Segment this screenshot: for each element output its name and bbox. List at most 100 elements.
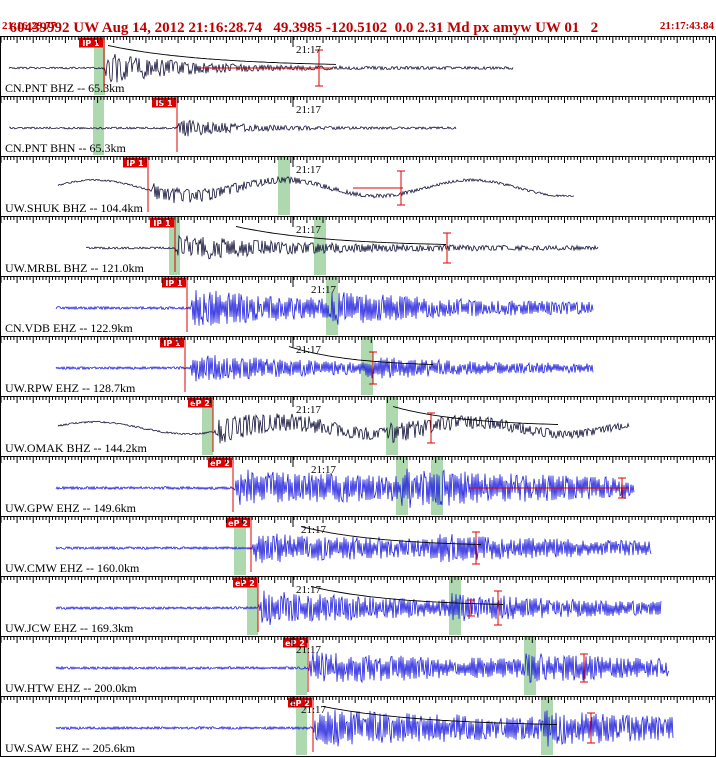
time-tick-label: 21:17 — [296, 224, 322, 236]
station-label: UW.JCW EHZ -- 169.3km — [5, 621, 134, 635]
phase-pick-flag[interactable] — [233, 577, 257, 588]
waveform-trace — [9, 119, 457, 137]
time-ruler — [1, 336, 716, 347]
amplitude-marker[interactable] — [427, 412, 435, 444]
s-window-band[interactable] — [247, 577, 258, 635]
trace-row-9[interactable]: eP 2 21:17 UW.CMW EHZ -- 160.0km — [1, 516, 716, 576]
station-label: UW.MRBL BHZ -- 121.0km — [5, 261, 144, 275]
time-tick-label: 21:17 — [296, 404, 322, 416]
trace-canvas[interactable]: eP 2 21:17 UW.JCW EHZ -- 169.3km — [1, 576, 716, 636]
time-ruler — [1, 576, 716, 587]
s-window-band[interactable] — [524, 637, 536, 695]
waveform-trace — [8, 54, 514, 83]
phase-pick-label: IP 1 — [165, 279, 183, 288]
s-window-band[interactable] — [93, 97, 104, 155]
trace-row-11[interactable]: eP 2 21:17 UW.HTW EHZ -- 200.0km — [1, 636, 716, 696]
amplitude-marker[interactable] — [315, 49, 323, 87]
trace-canvas[interactable]: eP 2 21:17 UW.GPW EHZ -- 149.6km — [1, 456, 716, 516]
waveform-trace — [55, 290, 594, 326]
trace-canvas[interactable]: IP 1 21:17 CN.PNT BHZ -- 65.3km — [1, 36, 716, 96]
trace-canvas[interactable]: IP 1 21:17 UW.MRBL BHZ -- 121.0km — [1, 216, 716, 276]
phase-pick-flag[interactable] — [79, 37, 103, 48]
trace-row-4[interactable]: IP 1 21:17 UW.MRBL BHZ -- 121.0km — [1, 216, 716, 276]
amplitude-marker[interactable] — [467, 599, 475, 617]
phase-pick-flag[interactable] — [283, 637, 307, 648]
s-window-band[interactable] — [296, 637, 307, 695]
coda-decay-curve — [300, 526, 482, 545]
phase-pick-flag[interactable] — [188, 397, 212, 408]
time-ruler — [1, 156, 716, 167]
station-label: UW.OMAK BHZ -- 144.2km — [5, 441, 148, 455]
trace-row-2[interactable]: IS 1 21:17 CN.PNT BHN -- 65.3km — [1, 96, 716, 156]
phase-pick-label: eP 2 — [210, 459, 230, 468]
event-header-text: 60439992 UW Aug 14, 2012 21:16:28.74 49.… — [9, 20, 599, 36]
time-ruler — [1, 636, 716, 647]
time-ruler — [1, 516, 716, 527]
trace-row-5[interactable]: IP 1 21:17 CN.VDB EHZ -- 122.9km — [1, 276, 716, 336]
amplitude-marker[interactable] — [618, 477, 626, 499]
station-label: UW.CMW EHZ -- 160.0km — [5, 561, 140, 575]
time-ruler — [1, 696, 716, 707]
time-ruler — [1, 216, 716, 227]
time-tick-label: 21:17 — [296, 344, 322, 356]
s-window-band[interactable] — [296, 697, 307, 755]
trace-canvas[interactable]: eP 2 21:17 UW.CMW EHZ -- 160.0km — [1, 516, 716, 576]
amplitude-marker[interactable] — [580, 653, 588, 683]
time-tick-label: 21:17 — [296, 164, 322, 176]
amplitude-marker[interactable] — [472, 531, 480, 565]
trace-canvas[interactable]: eP 221:17 UW.SAW EHZ -- 205.6km — [1, 696, 716, 756]
trace-row-3[interactable]: IP 1 21:17 UW.SHUK BHZ -- 104.4km — [1, 156, 716, 216]
waveform-trace — [55, 468, 635, 508]
window-start-time: 21:16:29.77 — [2, 20, 57, 32]
trace-row-6[interactable]: IP 1 21:17 UW.RPW EHZ -- 128.7km — [1, 336, 716, 396]
phase-pick-flag[interactable] — [123, 157, 147, 168]
s-window-band[interactable] — [278, 157, 290, 215]
trace-canvas[interactable]: IP 1 21:17 UW.SHUK BHZ -- 104.4km — [1, 156, 716, 216]
amplitude-marker[interactable] — [494, 590, 502, 626]
phase-pick-flag[interactable] — [288, 697, 312, 708]
s-window-band[interactable] — [396, 457, 408, 515]
phase-pick-label: eP 2 — [228, 519, 248, 528]
s-window-band[interactable] — [94, 37, 105, 95]
station-label: CN.PNT BHZ -- 65.3km — [5, 81, 125, 95]
s-window-band[interactable] — [449, 577, 461, 635]
coda-decay-curve — [288, 346, 434, 365]
trace-row-10[interactable]: eP 2 21:17 UW.JCW EHZ -- 169.3km — [1, 576, 716, 636]
station-label: UW.HTW EHZ -- 200.0km — [5, 681, 137, 695]
station-label: CN.VDB EHZ -- 122.9km — [5, 321, 133, 335]
trace-row-7[interactable]: eP 2 21:17 UW.OMAK BHZ -- 144.2km — [1, 396, 716, 456]
amplitude-marker[interactable] — [397, 170, 405, 206]
trace-row-8[interactable]: eP 2 21:17 UW.GPW EHZ -- 149.6km — [1, 456, 716, 516]
s-window-band[interactable] — [202, 397, 213, 455]
waveform-trace — [55, 355, 594, 382]
s-window-band[interactable] — [234, 517, 246, 575]
amplitude-marker[interactable] — [443, 232, 451, 264]
time-ruler — [1, 36, 716, 47]
waveform-trace — [57, 413, 630, 444]
phase-pick-label: IP 1 — [126, 159, 144, 168]
time-tick-label: 21:17 — [311, 284, 337, 296]
phase-pick-label: IP 1 — [82, 39, 100, 48]
waveform-trace — [55, 651, 670, 684]
trace-canvas[interactable]: IP 1 21:17 UW.RPW EHZ -- 128.7km — [1, 336, 716, 396]
time-tick-label: 21:17 — [296, 104, 322, 116]
window-end-time: 21:17:43.84 — [659, 20, 714, 32]
trace-canvas[interactable]: eP 221:17 UW.HTW EHZ -- 200.0km — [1, 636, 716, 696]
phase-pick-flag[interactable] — [160, 337, 184, 348]
trace-row-12[interactable]: eP 2 21:17 UW.SAW EHZ -- 205.6km — [1, 696, 716, 756]
phase-pick-flag[interactable] — [226, 517, 250, 528]
phase-pick-flag[interactable] — [208, 457, 232, 468]
trace-row-1[interactable]: IP 1 21:17 CN.PNT BHZ -- 65.3km — [1, 36, 716, 96]
phase-pick-label: IP 1 — [163, 339, 181, 348]
s-window-band[interactable] — [541, 697, 553, 755]
amplitude-marker[interactable] — [587, 712, 595, 744]
trace-canvas[interactable]: eP 2 21:17 UW.OMAK BHZ -- 144.2km — [1, 396, 716, 456]
amplitude-marker[interactable] — [369, 351, 377, 385]
phase-pick-flag[interactable] — [152, 97, 176, 108]
time-tick-label: 21:17 — [296, 584, 322, 596]
trace-canvas[interactable]: IS 1 21:17 CN.PNT BHN -- 65.3km — [1, 96, 716, 156]
trace-canvas[interactable]: IP 1 21:17 CN.VDB EHZ -- 122.9km — [1, 276, 716, 336]
phase-pick-flag[interactable] — [162, 277, 186, 288]
phase-pick-label: eP 2 — [285, 639, 305, 648]
waveform-trace — [57, 175, 575, 204]
